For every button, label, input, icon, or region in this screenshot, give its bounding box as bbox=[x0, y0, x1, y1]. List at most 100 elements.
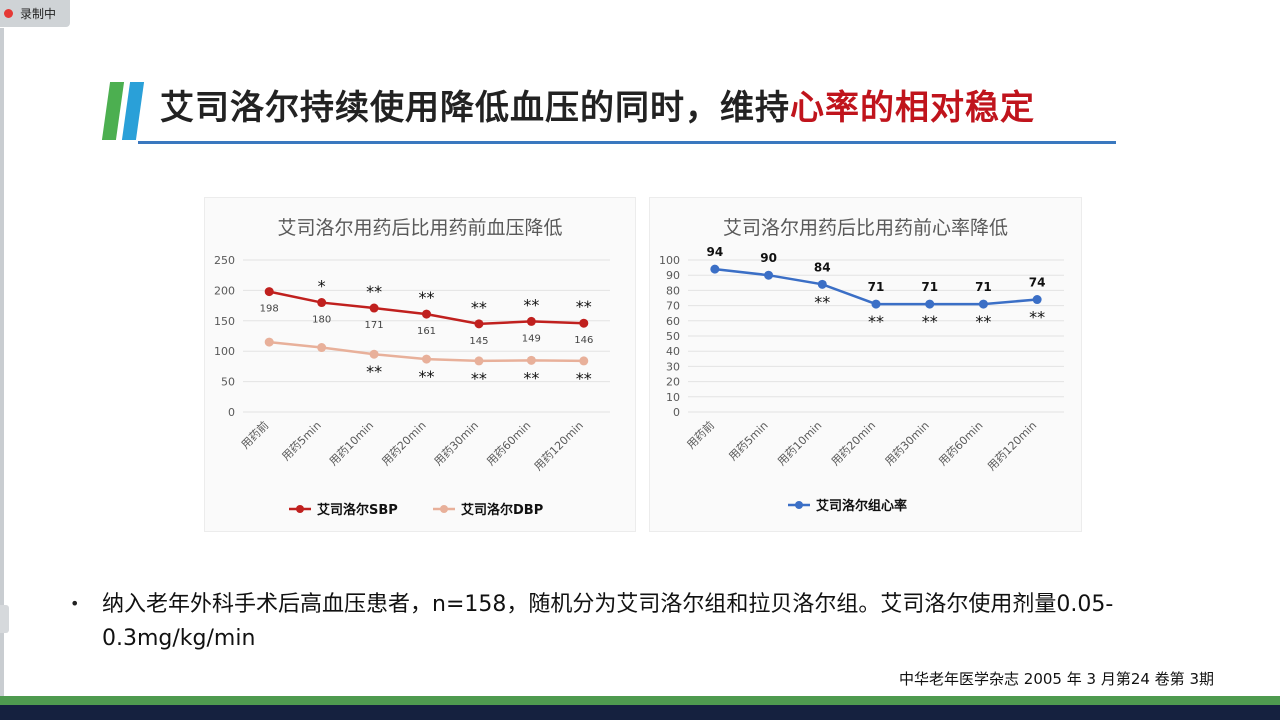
significance-marker: ** bbox=[576, 297, 592, 316]
slide-title-main: 艾司洛尔持续使用降低血压的同时，维持 bbox=[160, 88, 790, 128]
significance-marker: ** bbox=[1029, 308, 1045, 327]
data-label: 90 bbox=[760, 251, 777, 265]
title-accent-blue bbox=[121, 82, 145, 140]
y-tick-label: 10 bbox=[666, 391, 680, 404]
significance-marker: ** bbox=[868, 312, 884, 331]
x-tick-label: 用药20min bbox=[829, 419, 878, 468]
data-label: 71 bbox=[975, 280, 992, 294]
y-tick-label: 0 bbox=[673, 406, 680, 419]
x-tick-label: 用药60min bbox=[936, 419, 985, 468]
significance-marker: ** bbox=[471, 298, 487, 317]
data-label: 180 bbox=[312, 315, 331, 326]
data-point bbox=[422, 309, 431, 319]
data-label: 171 bbox=[365, 320, 384, 331]
legend-label: 艾司洛尔组心率 bbox=[816, 498, 907, 514]
data-point bbox=[871, 299, 881, 309]
citation: 中华老年医学杂志 2005 年 3 月第24 卷第 3期 bbox=[899, 670, 1214, 688]
y-tick-label: 90 bbox=[666, 269, 680, 282]
data-point bbox=[925, 299, 935, 309]
data-label: 161 bbox=[417, 326, 436, 337]
x-tick-label: 用药30min bbox=[432, 419, 481, 468]
bp-chart-panel: 艾司洛尔用药后比用药前血压降低 0 50 100 150 200 250 用药前 用药5min 用… bbox=[204, 197, 636, 532]
slide-title: 艾司洛尔持续使用降低血压的同时，维持心率的相对稳定 bbox=[160, 80, 1035, 129]
data-point bbox=[369, 349, 379, 359]
data-point bbox=[317, 343, 327, 353]
bullet-marker: • bbox=[70, 594, 80, 613]
data-point bbox=[474, 356, 484, 366]
significance-marker: ** bbox=[419, 367, 435, 386]
hr-chart-panel: 艾司洛尔用药后比用药前心率降低 0 10 20 30 40 50 60 70 80 90 100 用药前… bbox=[649, 197, 1082, 532]
legend-label: 艾司洛尔SBP bbox=[317, 502, 398, 518]
significance-marker: ** bbox=[366, 282, 382, 301]
side-handle[interactable] bbox=[0, 605, 9, 633]
x-tick-label: 用药60min bbox=[484, 419, 533, 468]
bullet-text: 纳入老年外科手术后高血压患者，n=158，随机分为艾司洛尔组和拉贝洛尔组。艾司洛… bbox=[102, 592, 1114, 651]
y-tick-label: 60 bbox=[666, 315, 680, 328]
y-tick-label: 0 bbox=[228, 406, 235, 419]
x-tick-label: 用药前 bbox=[238, 418, 271, 451]
x-tick-label: 用药30min bbox=[883, 419, 932, 468]
data-label: 71 bbox=[868, 280, 885, 294]
significance-marker: ** bbox=[922, 312, 938, 331]
data-label: 94 bbox=[707, 245, 724, 259]
y-tick-label: 40 bbox=[666, 345, 680, 358]
significance-marker: ** bbox=[814, 292, 830, 311]
recording-label: 录制中 bbox=[20, 7, 57, 21]
legend-swatch-marker bbox=[440, 505, 448, 513]
data-point bbox=[978, 299, 988, 309]
legend-swatch-marker bbox=[296, 505, 304, 513]
y-tick-label: 100 bbox=[659, 254, 680, 267]
recording-badge[interactable]: 录制中 bbox=[0, 0, 70, 27]
x-tick-label: 用药10min bbox=[775, 419, 824, 468]
data-point bbox=[317, 298, 327, 308]
x-tick-label: 用药10min bbox=[327, 419, 376, 468]
y-tick-label: 30 bbox=[666, 360, 680, 373]
significance-marker: ** bbox=[523, 368, 539, 387]
x-tick-label: 用药5min bbox=[279, 419, 323, 463]
y-tick-label: 50 bbox=[666, 330, 680, 343]
data-point bbox=[264, 337, 274, 347]
chart-title: 艾司洛尔用药后比用药前心率降低 bbox=[723, 217, 1008, 239]
data-point bbox=[474, 319, 484, 329]
title-accent-green bbox=[101, 82, 125, 140]
y-tick-label: 150 bbox=[214, 315, 235, 328]
data-label: 149 bbox=[522, 333, 541, 344]
data-label: 84 bbox=[814, 260, 831, 274]
footer-stripe-green bbox=[0, 696, 1280, 705]
x-tick-label: 用药5min bbox=[726, 419, 770, 463]
y-tick-label: 70 bbox=[666, 300, 680, 313]
y-tick-label: 80 bbox=[666, 284, 680, 297]
x-tick-label: 用药20min bbox=[379, 419, 428, 468]
x-tick-label: 用药120min bbox=[532, 419, 586, 473]
significance-marker: * bbox=[318, 277, 326, 296]
significance-marker: ** bbox=[576, 369, 592, 388]
data-label: 74 bbox=[1029, 276, 1046, 290]
data-point bbox=[579, 356, 589, 366]
data-point bbox=[817, 279, 827, 289]
data-point bbox=[369, 303, 379, 313]
record-icon bbox=[4, 9, 13, 18]
data-point bbox=[422, 354, 431, 364]
data-label: 198 bbox=[260, 304, 279, 315]
data-point bbox=[526, 355, 536, 365]
x-tick-label: 用药120min bbox=[985, 419, 1039, 473]
data-point bbox=[710, 264, 720, 274]
significance-marker: ** bbox=[366, 362, 382, 381]
y-tick-label: 100 bbox=[214, 345, 235, 358]
footer-stripe-navy bbox=[0, 705, 1280, 720]
data-point bbox=[764, 270, 774, 280]
x-tick-label: 用药前 bbox=[684, 418, 717, 451]
y-tick-label: 250 bbox=[214, 254, 235, 267]
data-label: 71 bbox=[921, 280, 938, 294]
data-point bbox=[264, 287, 274, 297]
y-tick-label: 20 bbox=[666, 376, 680, 389]
legend-label: 艾司洛尔DBP bbox=[461, 502, 543, 518]
significance-marker: ** bbox=[975, 312, 991, 331]
chart-title: 艾司洛尔用药后比用药前血压降低 bbox=[277, 217, 562, 239]
significance-marker: ** bbox=[471, 369, 487, 388]
data-label: 145 bbox=[469, 336, 488, 347]
data-point bbox=[526, 316, 536, 326]
title-underline bbox=[138, 141, 1116, 144]
y-tick-label: 50 bbox=[221, 376, 235, 389]
